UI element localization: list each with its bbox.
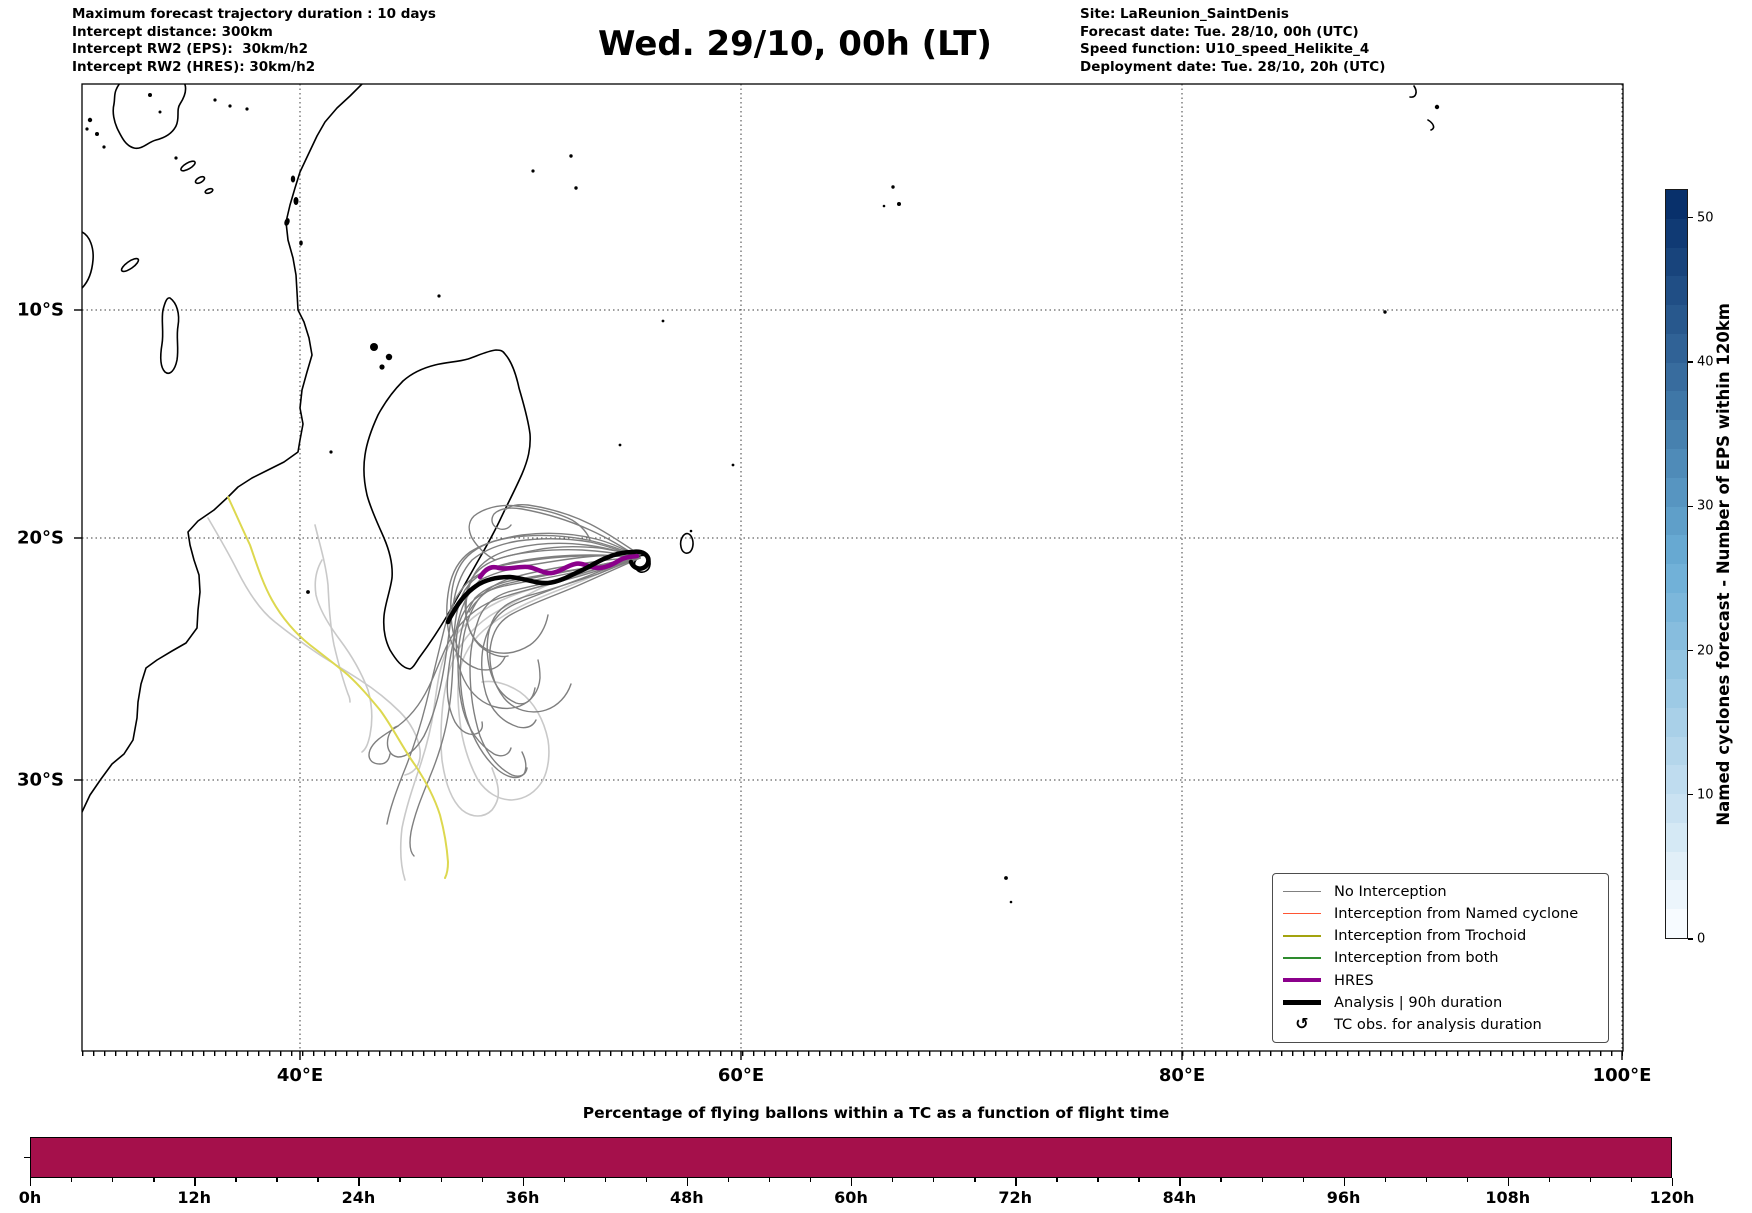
x-axis-tick-label: 96h <box>1327 1188 1361 1207</box>
x-axis-tick-label: 12h <box>177 1188 211 1207</box>
x-axis-tick-label: 120h <box>1650 1188 1695 1207</box>
forecast-figure: { "header": { "info_left": "Maximum fore… <box>0 0 1752 1213</box>
x-axis-major-tick <box>523 1178 524 1186</box>
legend-item-both: Interception from both <box>1283 947 1598 968</box>
x-axis-minor-tick <box>810 1178 811 1182</box>
lat-tick-20s: 20°S <box>4 528 64 549</box>
x-axis-minor-tick <box>235 1178 236 1182</box>
x-axis-major-tick <box>194 1178 195 1186</box>
legend-item-label: Interception from Named cyclone <box>1334 905 1578 922</box>
cyclone-rotation-icon: ↺ <box>1283 1016 1321 1032</box>
colorbar-label-text: Named cyclones forecast - Number of EPS … <box>1714 303 1733 826</box>
x-axis-major-tick <box>358 1178 359 1186</box>
trajectories-no-interception <box>369 505 640 856</box>
x-axis-major-tick <box>1179 1178 1180 1186</box>
x-axis-tick-label: 36h <box>506 1188 540 1207</box>
x-axis-tick-label: 84h <box>1163 1188 1197 1207</box>
bar-chart-title: Percentage of flying ballons within a TC… <box>0 1104 1752 1122</box>
x-axis-minor-tick <box>482 1178 483 1182</box>
x-axis-major-tick <box>851 1178 852 1186</box>
legend-item-label: TC obs. for analysis duration <box>1334 1016 1542 1033</box>
x-axis-tick-label: 48h <box>670 1188 704 1207</box>
lon-tick-60e: 60°E <box>718 1065 764 1086</box>
legend-item-trochoid: Interception from Trochoid <box>1283 925 1598 946</box>
map-legend: No Interception Interception from Named … <box>1272 873 1609 1043</box>
legend-item-label: Analysis | 90h duration <box>1334 994 1502 1011</box>
x-axis-minor-tick <box>1097 1178 1098 1182</box>
lat-tick-10s: 10°S <box>4 300 64 321</box>
lon-tick-100e: 100°E <box>1593 1065 1652 1086</box>
colorbar-tick-mark <box>1688 650 1693 651</box>
colorbar-tick-mark <box>1688 361 1693 362</box>
x-axis-tick-label: 24h <box>342 1188 376 1207</box>
legend-item-analysis: Analysis | 90h duration <box>1283 992 1598 1013</box>
lon-tick-40e: 40°E <box>277 1065 323 1086</box>
line-swatch <box>1283 957 1321 959</box>
colorbar-tick-mark <box>1688 217 1693 218</box>
legend-item-label: No Interception <box>1334 883 1447 900</box>
bar-chart-ytick <box>24 1157 30 1158</box>
legend-item-tc-obs: ↺ TC obs. for analysis duration <box>1283 1014 1598 1035</box>
legend-item-hres: HRES <box>1283 970 1598 991</box>
x-axis-minor-tick <box>1590 1178 1591 1182</box>
x-axis-major-tick <box>1672 1178 1673 1186</box>
x-axis-tick-label: 0h <box>19 1188 42 1207</box>
x-axis-minor-tick <box>1385 1178 1386 1182</box>
x-axis-tick-label: 60h <box>834 1188 868 1207</box>
line-swatch <box>1283 913 1321 915</box>
x-axis-minor-tick <box>1426 1178 1427 1182</box>
x-axis-minor-tick <box>1549 1178 1550 1182</box>
colorbar-tick-mark <box>1688 506 1693 507</box>
x-axis-major-tick <box>1344 1178 1345 1186</box>
x-axis-tick-label: 72h <box>998 1188 1032 1207</box>
x-axis-minor-tick <box>933 1178 934 1182</box>
x-axis-minor-tick <box>276 1178 277 1182</box>
lat-tick-30s: 30°S <box>4 770 64 791</box>
x-axis-major-tick <box>30 1178 31 1186</box>
x-axis-tick-label: 108h <box>1485 1188 1530 1207</box>
colorbar-tick-label: 0 <box>1697 932 1705 947</box>
x-axis-minor-tick <box>441 1178 442 1182</box>
line-swatch <box>1283 978 1321 983</box>
colorbar-label: Named cyclones forecast - Number of EPS … <box>1706 189 1740 939</box>
line-swatch <box>1283 891 1321 893</box>
x-axis-minor-tick <box>728 1178 729 1182</box>
line-swatch <box>1283 1000 1321 1005</box>
colorbar <box>1665 189 1688 939</box>
x-axis-minor-tick <box>1262 1178 1263 1182</box>
x-axis-major-tick <box>1015 1178 1016 1186</box>
x-axis-minor-tick <box>974 1178 975 1182</box>
x-axis-major-tick <box>1508 1178 1509 1186</box>
line-swatch <box>1283 935 1321 937</box>
x-axis-minor-tick <box>317 1178 318 1182</box>
x-axis-major-tick <box>687 1178 688 1186</box>
legend-item-label: Interception from Trochoid <box>1334 927 1526 944</box>
x-axis-minor-tick <box>399 1178 400 1182</box>
x-axis-minor-tick <box>153 1178 154 1182</box>
x-axis-minor-tick <box>1631 1178 1632 1182</box>
x-axis-minor-tick <box>605 1178 606 1182</box>
x-axis-minor-tick <box>646 1178 647 1182</box>
legend-item-label: HRES <box>1334 972 1374 989</box>
bar-chart-bar <box>30 1137 1672 1178</box>
x-axis-minor-tick <box>1467 1178 1468 1182</box>
legend-item-named-cyclone: Interception from Named cyclone <box>1283 903 1598 924</box>
colorbar-tick-mark <box>1688 938 1693 939</box>
x-axis-minor-tick <box>112 1178 113 1182</box>
x-axis-minor-tick <box>1138 1178 1139 1182</box>
x-axis-minor-tick <box>1056 1178 1057 1182</box>
coastlines <box>82 65 1434 812</box>
legend-item-label: Interception from both <box>1334 949 1499 966</box>
trajectory-trochoid <box>228 497 448 878</box>
x-axis-minor-tick <box>892 1178 893 1182</box>
lon-tick-80e: 80°E <box>1159 1065 1205 1086</box>
x-axis-minor-tick <box>1303 1178 1304 1182</box>
colorbar-tick-mark <box>1688 794 1693 795</box>
x-axis-minor-tick <box>1220 1178 1221 1182</box>
legend-item-no-interception: No Interception <box>1283 881 1598 902</box>
x-axis-minor-tick <box>71 1178 72 1182</box>
x-axis-minor-tick <box>769 1178 770 1182</box>
x-axis-minor-tick <box>564 1178 565 1182</box>
